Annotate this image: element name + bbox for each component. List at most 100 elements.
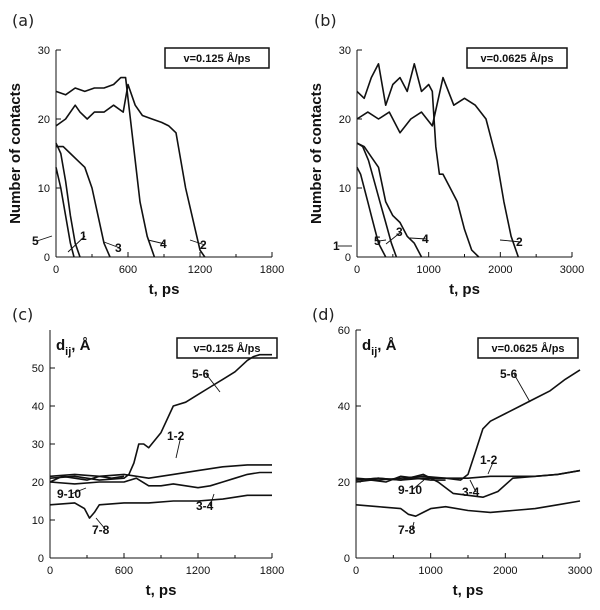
curve-label: 3 [115, 241, 122, 255]
curve-label: 4 [422, 232, 429, 246]
series-line-7-8 [49, 494, 272, 519]
velocity-box [164, 47, 270, 69]
curve-label-leader [95, 517, 107, 531]
curve-label-leader [189, 239, 206, 246]
curve-label-leader [378, 239, 387, 242]
curve-label-leader [499, 239, 522, 243]
series-line-3 [356, 142, 423, 258]
series-line-9-10 [49, 475, 125, 483]
y-tick-label: 20 [38, 114, 50, 126]
curve-label-leader [411, 479, 425, 491]
y-tick-label: 50 [32, 363, 44, 375]
series-line-3-4 [355, 469, 581, 499]
y-tick-label: 20 [338, 477, 350, 489]
x-tick-label: 2000 [488, 264, 512, 276]
x-tick-label: 1800 [260, 565, 284, 577]
x-tick-label: 3000 [560, 264, 584, 276]
curve-label-leader [209, 493, 215, 507]
series-line-1 [55, 142, 81, 258]
x-axis-title: t, ps [146, 582, 177, 599]
curve-label: 7-8 [92, 523, 110, 537]
y-tick-label: 20 [32, 477, 44, 489]
curve-label: 3-4 [462, 485, 480, 499]
curve-label: 1 [80, 229, 87, 243]
y-tick-label: 20 [339, 114, 351, 126]
y-tick-label: 0 [38, 553, 44, 565]
x-axis-title: t, ps [449, 281, 480, 298]
series-line-5 [356, 142, 398, 258]
panel-letter: (c) [12, 305, 33, 324]
curve-label-leader [70, 487, 87, 495]
series-line-3 [56, 145, 111, 258]
x-tick-label: 0 [354, 264, 360, 276]
curve-label: 9-10 [398, 483, 422, 497]
panel-letter: (d) [312, 305, 335, 324]
y-tick-label: 30 [32, 439, 44, 451]
velocity-box [176, 337, 278, 359]
x-axis-title: t, ps [453, 582, 484, 599]
series-line-7-8 [355, 500, 581, 518]
curve-label: 5 [32, 234, 39, 248]
panel-d: (d) 0 1000 2000 3000 0 20 40 60 t, ps dij, Å v=0.06… [312, 305, 592, 599]
series-line-4 [55, 76, 156, 258]
y-axis-title: Number of contacts [308, 83, 325, 224]
curve-label-leader [411, 521, 415, 531]
y-axis-title: Number of contacts [7, 83, 24, 224]
panel-a: (a) 0 600 1200 1800 0 10 20 30 t, ps Number of con… [7, 11, 284, 298]
curve-label-leader [409, 237, 428, 240]
y-tick-label: 60 [338, 325, 350, 337]
series-line-2 [356, 76, 520, 258]
velocity-box [477, 337, 579, 359]
x-tick-label: 1000 [418, 565, 442, 577]
panel-b: (b) 0 1000 2000 3000 0 10 20 30 t, ps Number of co… [308, 11, 584, 298]
curve-label-leader [175, 435, 182, 459]
y-tick-label: 30 [339, 45, 351, 57]
curve-label: 7-8 [398, 523, 416, 537]
x-tick-label: 2000 [493, 565, 517, 577]
series-line-5-6 [355, 369, 581, 481]
curve-label-leader [205, 373, 221, 393]
x-tick-label: 1200 [188, 264, 212, 276]
curve-label: 2 [516, 235, 523, 249]
velocity-label: v=0.0625 Å/ps [491, 342, 564, 355]
x-tick-label: 1200 [186, 565, 210, 577]
x-tick-label: 0 [47, 565, 53, 577]
series-line-5 [55, 167, 75, 258]
curve-label: 4 [160, 237, 167, 251]
curve-label: 5-6 [500, 367, 518, 381]
x-tick-label: 3000 [568, 565, 592, 577]
curve-label-leader [147, 239, 166, 245]
curve-label: 3 [396, 225, 403, 239]
x-tick-label: 1000 [416, 264, 440, 276]
y-tick-label: 0 [44, 252, 50, 264]
series-line-5-6 [49, 353, 272, 481]
curve-label: 1-2 [480, 453, 498, 467]
curve-label-leader [487, 459, 495, 475]
series-line-2 [55, 83, 206, 258]
y-tick-label: 40 [32, 401, 44, 413]
y-tick-label: 0 [345, 252, 351, 264]
y-tick-label: 30 [38, 45, 50, 57]
x-tick-label: 600 [115, 565, 133, 577]
y-axis-title: dij, Å [56, 337, 91, 358]
velocity-label: v=0.125 Å/ps [194, 342, 261, 355]
x-tick-label: 600 [119, 264, 137, 276]
panel-letter: (b) [314, 11, 337, 30]
curve-label-leader [385, 231, 402, 245]
curve-label-leader [513, 373, 531, 403]
x-tick-label: 0 [353, 565, 359, 577]
velocity-label: v=0.0625 Å/ps [480, 52, 553, 65]
curve-label: 3-4 [196, 499, 214, 513]
series-line-3-4 [49, 471, 272, 489]
y-tick-label: 40 [338, 401, 350, 413]
x-tick-label: 1800 [260, 264, 284, 276]
y-tick-label: 10 [339, 183, 351, 195]
panel-letter: (a) [12, 11, 34, 30]
curve-label-leader [103, 241, 121, 249]
curve-label: 1-2 [167, 429, 185, 443]
curve-label: 2 [200, 238, 207, 252]
y-tick-label: 0 [344, 553, 350, 565]
curve-label-leader [67, 235, 86, 253]
y-tick-label: 10 [32, 515, 44, 527]
